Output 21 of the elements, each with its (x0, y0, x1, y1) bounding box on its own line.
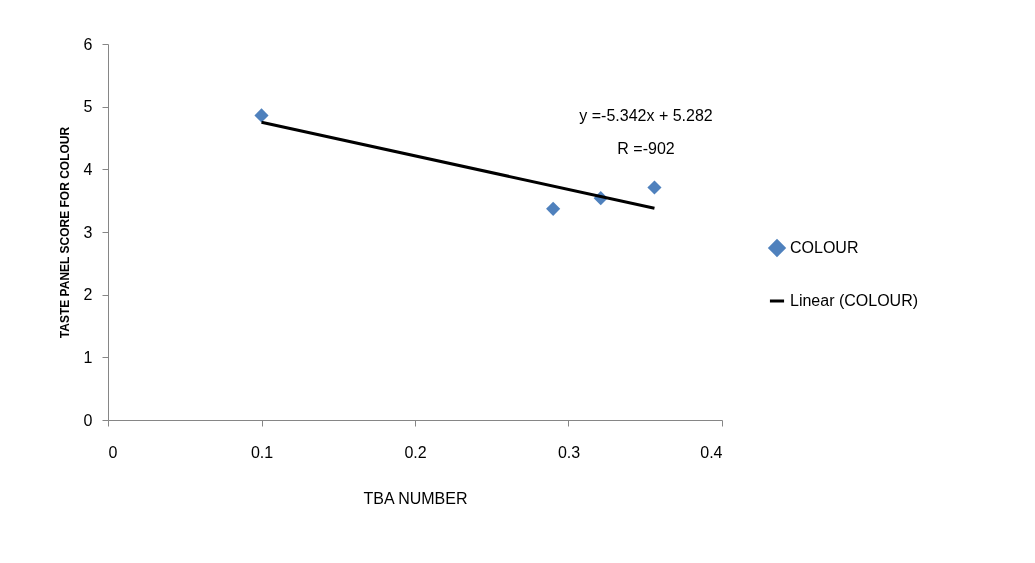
y-tick-label: 3 (83, 223, 93, 241)
point (546, 201, 561, 216)
y-tick-label: 5 (83, 98, 93, 116)
y-tick-label: 1 (83, 348, 93, 366)
legend-label: Linear (COLOUR) (790, 292, 919, 309)
point (254, 108, 269, 123)
y-tick-label: 0 (83, 411, 93, 429)
x-tick-label: 0.4 (700, 443, 723, 461)
x-axis-title: TBA NUMBER (363, 489, 468, 507)
y-tick-label: 6 (83, 35, 93, 53)
annotation: R =-902 (617, 140, 675, 157)
x-tick-label: 0.1 (250, 443, 274, 461)
y-tick-label: 4 (83, 160, 93, 178)
legend-label: COLOUR (790, 239, 859, 256)
x-tick-label: 0 (108, 443, 118, 461)
x-tick-label: 0.3 (557, 443, 581, 461)
y-tick-label: 2 (83, 286, 93, 304)
annotation: y =-5.342x + 5.282 (579, 107, 713, 124)
x-tick-label: 0.2 (404, 443, 427, 461)
y-axis-title: TASTE PANEL SCORE FOR COLOUR (57, 126, 72, 339)
point (647, 180, 662, 195)
